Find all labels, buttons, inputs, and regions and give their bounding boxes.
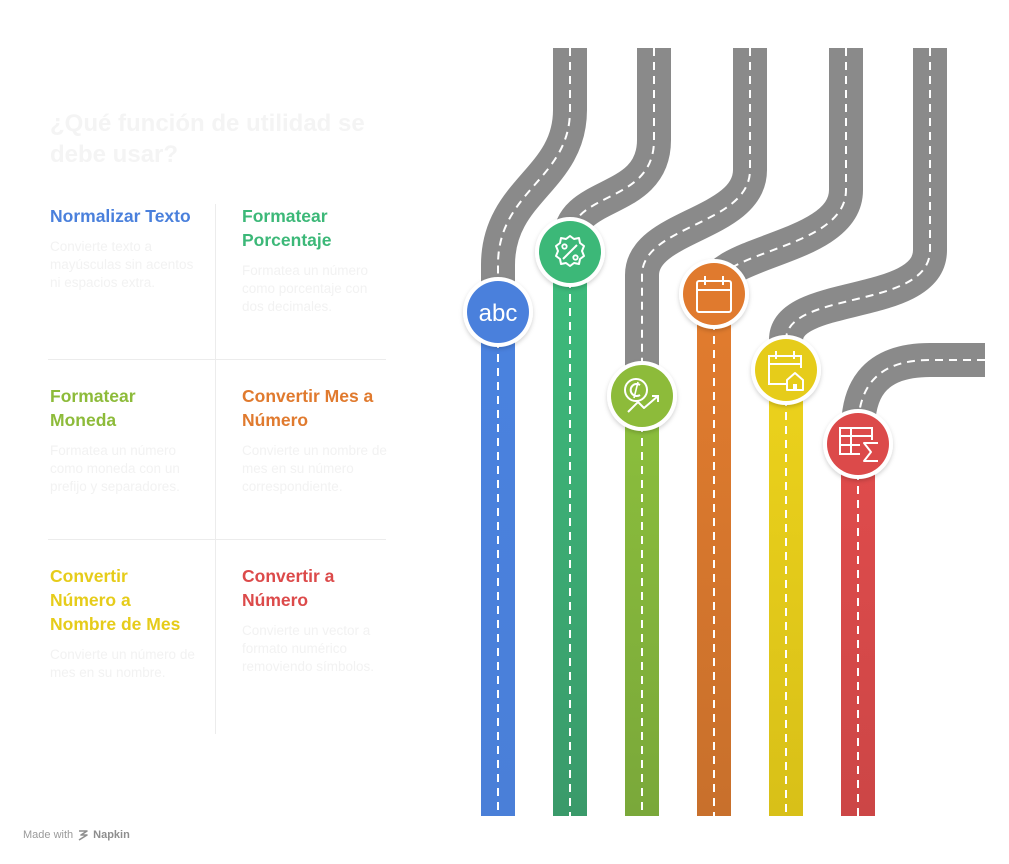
option-description: Convierte un vector a formato numérico r…	[242, 623, 375, 674]
option-description: Convierte texto a mayúsculas sin acentos…	[50, 239, 194, 290]
option-convertir-a-numero: Convertir a Número Convierte un vector a…	[242, 564, 387, 676]
road-lane-marking	[785, 48, 931, 370]
option-formatear-moneda: Formatear Moneda Formatea un número como…	[50, 384, 195, 496]
option-title: Convertir Mes a Número	[242, 386, 374, 430]
grid-divider-horizontal	[48, 539, 386, 540]
percent-badge-icon	[535, 217, 605, 287]
road-lane-marking	[857, 359, 985, 444]
napkin-brand: Napkin	[93, 829, 130, 841]
option-description: Formatea un número como moneda con un pr…	[50, 443, 180, 494]
road-lane-marking	[641, 48, 751, 396]
option-description: Convierte un nombre de mes en su número …	[242, 443, 387, 494]
road-colored-convertir-mes-a-numero	[697, 294, 731, 816]
grid-divider-vertical	[215, 204, 216, 734]
abc-label: abc	[479, 300, 518, 327]
made-with-credit: Made with Napkin	[23, 829, 130, 841]
option-normalizar-texto: Normalizar Texto Convierte texto a mayús…	[50, 204, 195, 292]
option-convertir-mes-a-numero: Convertir Mes a Número Convierte un nomb…	[242, 384, 387, 496]
road-lane-marking	[569, 48, 655, 252]
option-title: Normalizar Texto	[50, 206, 191, 226]
page-title: ¿Qué función de utilidad se debe usar?	[50, 110, 365, 168]
options-grid: Normalizar Texto Convierte texto a mayús…	[48, 200, 387, 735]
napkin-logo-icon	[78, 830, 88, 841]
option-description: Formatea un número como porcentaje con d…	[242, 263, 369, 314]
currency-growth-icon	[607, 361, 677, 431]
option-title: Convertir a Número	[242, 566, 335, 610]
calendar-icon	[679, 259, 749, 329]
option-title: Convertir Número a Nombre de Mes	[50, 566, 181, 634]
option-title: Formatear Porcentaje	[242, 206, 332, 250]
made-with-label: Made with	[23, 829, 74, 841]
option-description: Convierte un número de mes en su nombre.	[50, 647, 195, 680]
calendar-home-icon	[751, 335, 821, 405]
grid-divider-horizontal	[48, 359, 386, 360]
road-lane-marking	[497, 48, 571, 312]
road-lane-marking	[713, 48, 847, 294]
option-title: Formatear Moneda	[50, 386, 136, 430]
option-formatear-porcentaje: Formatear Porcentaje Formatea un número …	[242, 204, 387, 316]
abc-text-icon: abc	[463, 277, 533, 347]
table-sum-icon	[823, 409, 893, 479]
option-convertir-numero-a-nombre-de-mes: Convertir Número a Nombre de Mes Convier…	[50, 564, 195, 682]
